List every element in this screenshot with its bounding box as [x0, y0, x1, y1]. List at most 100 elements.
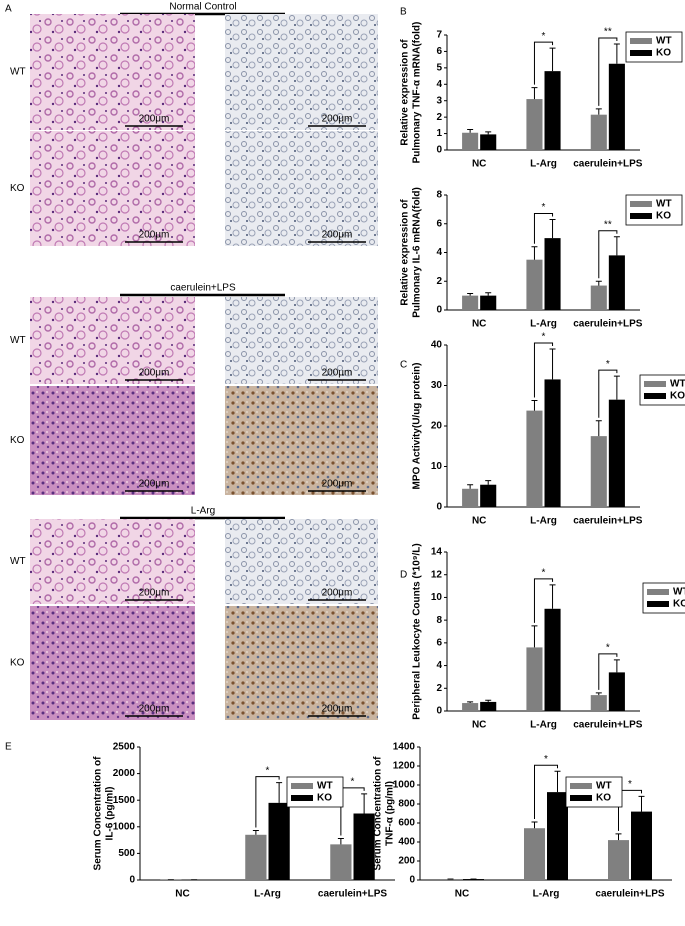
y-tick-label: 7: [436, 30, 442, 41]
y-axis-label: MPO Activity(U/ug protein): [412, 363, 423, 490]
legend-swatch: [570, 783, 592, 789]
bar: [590, 285, 607, 310]
error-bar: [615, 833, 622, 841]
bar: [608, 672, 625, 711]
legend-box: [625, 31, 683, 63]
bar: [480, 484, 497, 507]
x-tick-label: NC: [472, 720, 486, 731]
bar: [526, 647, 543, 711]
x-tick-label: caerulein+LPS: [595, 889, 665, 900]
error-bar: [485, 480, 492, 485]
x-tick-label: caerulein+LPS: [573, 319, 643, 330]
bar: [268, 802, 290, 880]
y-axis-label: Peripheral Leukocyte Counts (*10⁹/L): [412, 543, 423, 719]
bar: [590, 695, 607, 711]
error-bar: [467, 292, 474, 296]
bar: [631, 811, 652, 880]
y-tick-label: 500: [118, 848, 135, 859]
scale-label: 200μm: [322, 479, 353, 490]
error-bar: [531, 246, 538, 260]
row-label: KO: [10, 658, 25, 669]
legend-swatch: [630, 201, 652, 207]
error-bar: [595, 108, 602, 115]
bar: [544, 71, 561, 150]
legend-box: [642, 582, 685, 614]
x-tick-label: NC: [472, 319, 486, 330]
y-tick-label: 5: [436, 62, 442, 73]
error-bar: [276, 782, 283, 803]
y-tick-label: 40: [431, 340, 443, 351]
legend-swatch: [291, 783, 313, 789]
y-tick-label: 2: [436, 112, 442, 123]
panel-label: E: [5, 742, 12, 753]
error-bar: [485, 699, 492, 702]
y-tick-label: 6: [436, 218, 442, 229]
x-tick-label: NC: [472, 159, 486, 170]
y-axis-label: IL-6 (pg/ml): [105, 787, 116, 841]
scale-label: 200μm: [139, 704, 170, 715]
row-label: KO: [10, 435, 25, 446]
bar: [462, 295, 479, 310]
legend-swatch: [647, 589, 669, 595]
error-bar: [531, 87, 538, 100]
legend-label: WT: [673, 587, 685, 598]
significance-label: *: [628, 779, 632, 790]
significance-bracket: [533, 212, 554, 244]
row-label: KO: [10, 183, 25, 194]
row-label: WT: [10, 67, 26, 78]
error-bar: [613, 43, 620, 64]
legend-swatch: [570, 795, 592, 801]
micrograph: [225, 297, 378, 384]
y-tick-label: 2000: [113, 768, 136, 779]
x-tick-label: caerulein+LPS: [573, 720, 643, 731]
y-tick-label: 4: [436, 79, 442, 90]
y-tick-label: 400: [398, 837, 415, 848]
scale-label: 200μm: [139, 479, 170, 490]
scale-label: 200μm: [139, 230, 170, 241]
scale-label: 200μm: [322, 230, 353, 241]
legend-label: WT: [596, 781, 612, 792]
bar: [245, 834, 267, 880]
error-bar: [554, 770, 561, 793]
y-tick-label: 12: [431, 569, 443, 580]
significance-label: *: [542, 568, 546, 579]
error-bar: [638, 795, 645, 812]
micrograph: [30, 297, 195, 384]
significance-label: *: [606, 643, 610, 654]
y-tick-label: 1500: [113, 795, 136, 806]
error-bar: [467, 484, 474, 489]
bar: [544, 608, 561, 711]
bar: [590, 436, 607, 507]
significance-label: *: [266, 765, 270, 776]
legend-box: [286, 776, 344, 808]
bar: [462, 488, 479, 507]
legend-box: [565, 776, 623, 808]
row-label: WT: [10, 335, 26, 346]
error-bar: [549, 47, 556, 72]
significance-bracket: [533, 41, 554, 85]
error-bar: [531, 625, 538, 648]
significance-bracket: [598, 230, 618, 279]
row-label: WT: [10, 556, 26, 567]
y-tick-label: 8: [436, 615, 442, 626]
bar: [526, 259, 543, 310]
y-tick-label: 0: [129, 875, 135, 886]
x-tick-label: L-Arg: [254, 889, 281, 900]
legend-swatch: [630, 38, 652, 44]
y-tick-label: 0: [436, 502, 442, 513]
legend-label: KO: [317, 793, 332, 804]
bar: [608, 840, 629, 880]
x-tick-label: NC: [472, 516, 486, 527]
bar: [462, 703, 479, 711]
y-tick-label: 14: [431, 547, 443, 558]
y-tick-label: 3: [436, 95, 442, 106]
significance-bracket: [255, 776, 280, 828]
error-bar: [549, 348, 556, 380]
group-title: Normal Control: [169, 2, 236, 13]
scale-label: 200μm: [322, 368, 353, 379]
y-axis-label: Relative expression of: [400, 39, 411, 146]
bar: [353, 813, 375, 880]
error-bar: [467, 128, 474, 133]
panel-label: A: [5, 4, 12, 15]
